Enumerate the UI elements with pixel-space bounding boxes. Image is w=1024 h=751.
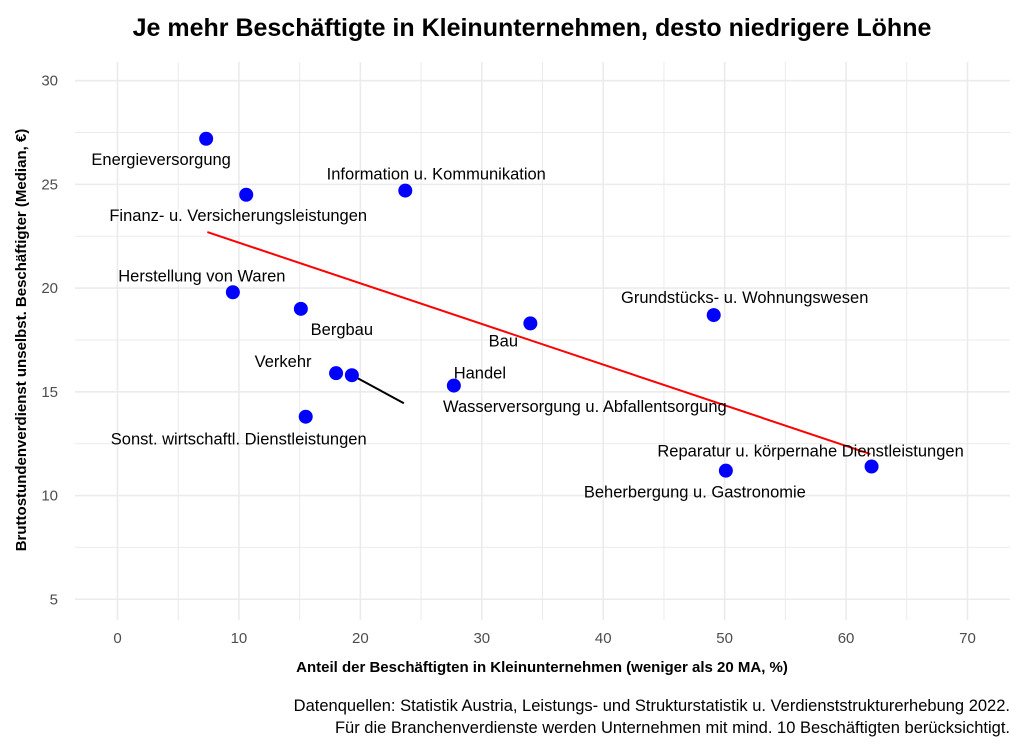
x-tick-label: 70	[959, 630, 976, 647]
point-label: Handel	[454, 365, 506, 383]
data-point	[718, 463, 733, 478]
trend-line	[207, 231, 871, 456]
y-tick-label: 10	[41, 488, 58, 505]
grid	[75, 62, 1010, 620]
data-point	[298, 409, 313, 424]
data-point	[293, 301, 308, 316]
y-tick-label: 30	[41, 73, 58, 90]
data-point	[239, 187, 254, 202]
x-tick-label: 20	[352, 630, 369, 647]
tick-labels: 0 10 20 30 40 50 60 70 5 10 15 20 25 30	[41, 73, 976, 647]
point-label: Energieversorgung	[91, 151, 230, 169]
data-point	[706, 308, 721, 323]
x-tick-label: 40	[595, 630, 612, 647]
x-tick-label: 10	[231, 630, 248, 647]
point-labels: Energieversorgung Finanz- u. Versicherung…	[91, 151, 963, 502]
x-tick-label: 30	[473, 630, 490, 647]
point-label: Beherbergung u. Gastronomie	[584, 484, 806, 502]
y-axis-label: Bruttostundenverdienst unselbst. Beschäf…	[13, 129, 30, 552]
chart-title: Je mehr Beschäftigte in Kleinunternehmen…	[133, 14, 932, 42]
label-leader-line	[355, 376, 405, 405]
point-label: Verkehr	[255, 353, 312, 371]
data-point	[864, 459, 879, 474]
y-tick-label: 15	[41, 384, 58, 401]
point-label: Bau	[489, 332, 518, 350]
point-label: Bergbau	[311, 321, 373, 339]
points	[199, 131, 879, 478]
x-axis-label: Anteil der Beschäftigten in Kleinunterne…	[296, 659, 788, 676]
x-tick-label: 60	[838, 630, 855, 647]
caption-line-2: Für die Branchenverdienste werden Untern…	[335, 719, 1010, 737]
data-point	[225, 285, 240, 300]
x-tick-label: 50	[716, 630, 733, 647]
x-tick-label: 0	[113, 630, 121, 647]
point-label: Information u. Kommunikation	[327, 166, 546, 184]
data-point	[446, 378, 461, 393]
data-point	[523, 316, 538, 331]
point-label: Grundstücks- u. Wohnungswesen	[621, 289, 868, 307]
point-label: Reparatur u. körpernahe Dienstleistungen	[657, 442, 963, 460]
point-label: Finanz- u. Versicherungsleistungen	[109, 207, 367, 225]
data-point	[398, 183, 413, 198]
data-point	[199, 131, 214, 146]
data-point	[329, 366, 344, 381]
y-tick-label: 20	[41, 280, 58, 297]
data-point	[344, 368, 359, 383]
y-tick-label: 25	[41, 176, 58, 193]
point-label: Herstellung von Waren	[118, 267, 285, 285]
y-tick-label: 5	[50, 591, 58, 608]
point-label: Sonst. wirtschaftl. Dienstleistungen	[111, 431, 367, 449]
caption-line-1: Datenquellen: Statistik Austria, Leistun…	[294, 697, 1010, 715]
point-label: Wasserversorgung u. Abfallentsorgung	[443, 398, 727, 416]
